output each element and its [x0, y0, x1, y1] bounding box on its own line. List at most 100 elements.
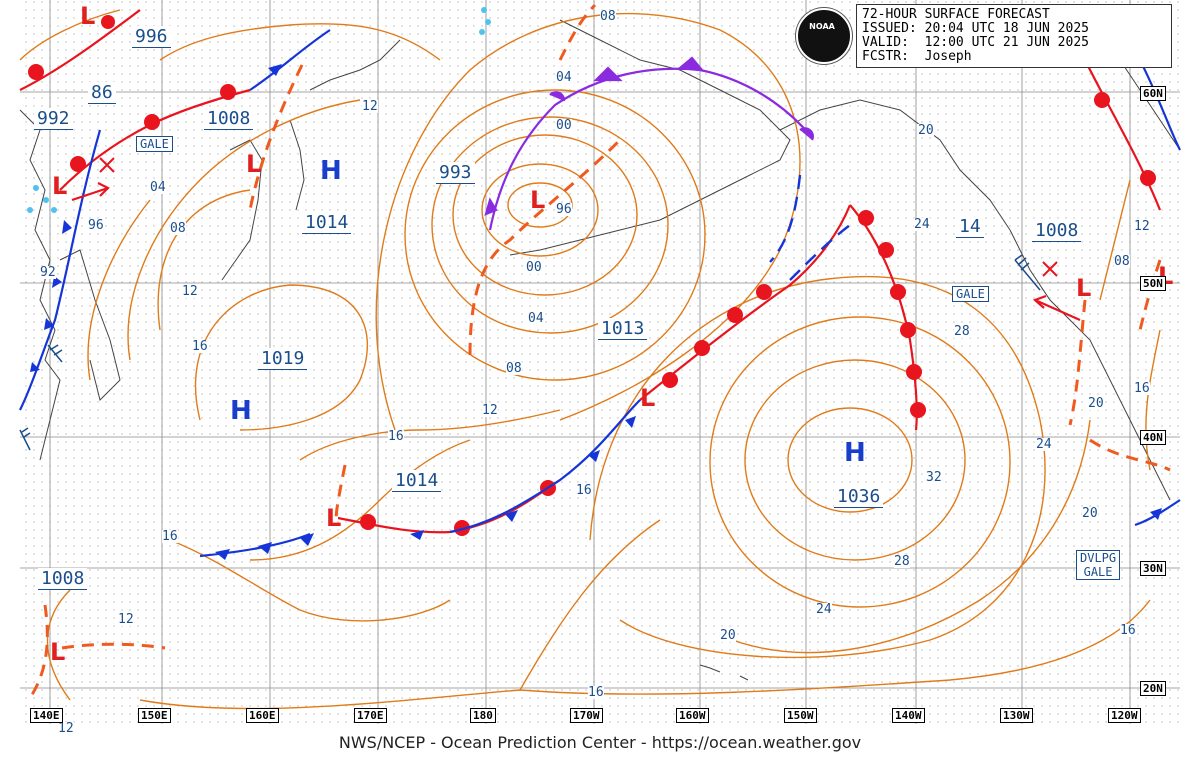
occluded-front [484, 56, 814, 231]
isobar-label: 28 [954, 324, 970, 339]
gale-warning: GALE [952, 286, 989, 302]
low-symbol: L [530, 186, 546, 214]
longitude-label: 160W [676, 708, 709, 723]
isobars [19, 9, 1161, 710]
isobar-label: 12 [1134, 219, 1150, 234]
pressure-label: 1036 [834, 486, 884, 508]
isobar-label: 16 [588, 685, 604, 700]
longitude-label: 140W [892, 708, 925, 723]
pressure-label: 992 [34, 108, 73, 130]
gale-warning: GALE [136, 136, 173, 152]
high-symbol: H [844, 438, 866, 468]
isobar-label: 16 [576, 483, 592, 498]
footer-credit: NWS/NCEP - Ocean Prediction Center - htt… [338, 733, 862, 752]
isobar-label: 08 [1114, 254, 1130, 269]
isobar-label: 04 [528, 311, 544, 326]
isobar-label: 16 [162, 529, 178, 544]
isobar-label: 04 [150, 180, 166, 195]
isobar-label: 00 [526, 260, 542, 275]
pressure-label: 86 [88, 82, 116, 104]
x-marks [99, 157, 1058, 277]
header-title: 72-HOUR SURFACE FORECAST [862, 7, 1050, 22]
header-valid: VALID: 12:00 UTC 21 JUN 2025 [862, 35, 1089, 50]
pressure-label: 1013 [598, 318, 648, 340]
map-background [20, 0, 1180, 724]
low-symbol: L [246, 150, 262, 178]
isobar-label: 16 [1134, 381, 1150, 396]
isobar-label: 20 [1082, 506, 1098, 521]
isobar-label: 24 [914, 217, 930, 232]
longitude-label: 150W [784, 708, 817, 723]
low-symbol: L [80, 2, 96, 30]
pressure-label: 1019 [258, 348, 308, 370]
pressure-label: 993 [436, 162, 475, 184]
longitude-label: 150E [138, 708, 171, 723]
pressure-label: 1008 [1032, 220, 1082, 242]
isobar-label: 16 [192, 339, 208, 354]
header-issued: ISSUED: 20:04 UTC 18 JUN 2025 [862, 21, 1089, 36]
low-symbol: L [50, 638, 66, 666]
longitude-label: 170W [570, 708, 603, 723]
pressure-label: 1014 [392, 470, 442, 492]
low-symbol: L [1076, 274, 1092, 302]
isobar-label: 00 [556, 118, 572, 133]
low-symbol: L [52, 172, 68, 200]
ice-dots [27, 7, 491, 213]
isobar-label: 12 [482, 403, 498, 418]
longitude-label: 180 [470, 708, 496, 723]
isobar-label: 12 [182, 284, 198, 299]
isobar-label: 08 [600, 9, 616, 24]
longitude-label: 130W [1000, 708, 1033, 723]
latitude-label: 30N [1140, 561, 1166, 576]
noaa-logo [796, 8, 852, 64]
isobar-label: 24 [816, 602, 832, 617]
high-symbol: H [320, 156, 342, 186]
pressure-label: 1008 [38, 568, 88, 590]
dvlpg-line1: DVLPG [1080, 551, 1117, 565]
isobar-label: 92 [40, 265, 56, 280]
low-symbol: L [640, 384, 656, 412]
isobar-label: 16 [1120, 623, 1136, 638]
header-forecaster: FCSTR: Joseph [862, 49, 972, 64]
isobar-label: 96 [556, 202, 572, 217]
latitude-label: 50N [1140, 276, 1166, 291]
longitude-label: 140E [30, 708, 63, 723]
isobar-label: 20 [720, 628, 736, 643]
pressure-label: 996 [132, 26, 171, 48]
low-symbol: L [326, 504, 342, 532]
cold-front-triangles [30, 64, 1162, 560]
latitude-label: 20N [1140, 681, 1166, 696]
developing-gale-warning: DVLPG GALE [1076, 550, 1121, 580]
isobar-label: 16 [388, 429, 404, 444]
isobar-label: 32 [926, 470, 942, 485]
isobar-label: 12 [118, 612, 134, 627]
dvlpg-line2: GALE [1083, 565, 1113, 579]
high-symbol: H [230, 396, 252, 426]
isobar-label: 24 [1036, 437, 1052, 452]
pressure-label: 14 [956, 216, 984, 238]
cold-fronts [19, 29, 1181, 558]
pressure-label: 1008 [204, 108, 254, 130]
forming-front [769, 174, 802, 263]
longitude-label: 160E [246, 708, 279, 723]
forecast-header [856, 4, 1172, 68]
longitude-label: 120W [1108, 708, 1141, 723]
isobar-label: 20 [918, 123, 934, 138]
forming-front-2 [789, 224, 851, 281]
isobar-label: 12 [58, 721, 74, 736]
longitude-label: 170E [354, 708, 387, 723]
isobar-label: 20 [1088, 396, 1104, 411]
troughs [28, 3, 1171, 699]
isobar-label: 04 [556, 70, 572, 85]
isobar-label: 08 [170, 221, 186, 236]
pressure-label: 1014 [302, 212, 352, 234]
isobar-label: 08 [506, 361, 522, 376]
motion-arrows [71, 182, 1081, 322]
noaa-logo-text: NOAA [809, 22, 835, 31]
isobar-label: 12 [362, 99, 378, 114]
latitude-label: 60N [1140, 86, 1166, 101]
warm-front-bumps [28, 15, 1156, 536]
wind-barbs [19, 254, 1041, 451]
isobar-label: 96 [88, 218, 104, 233]
